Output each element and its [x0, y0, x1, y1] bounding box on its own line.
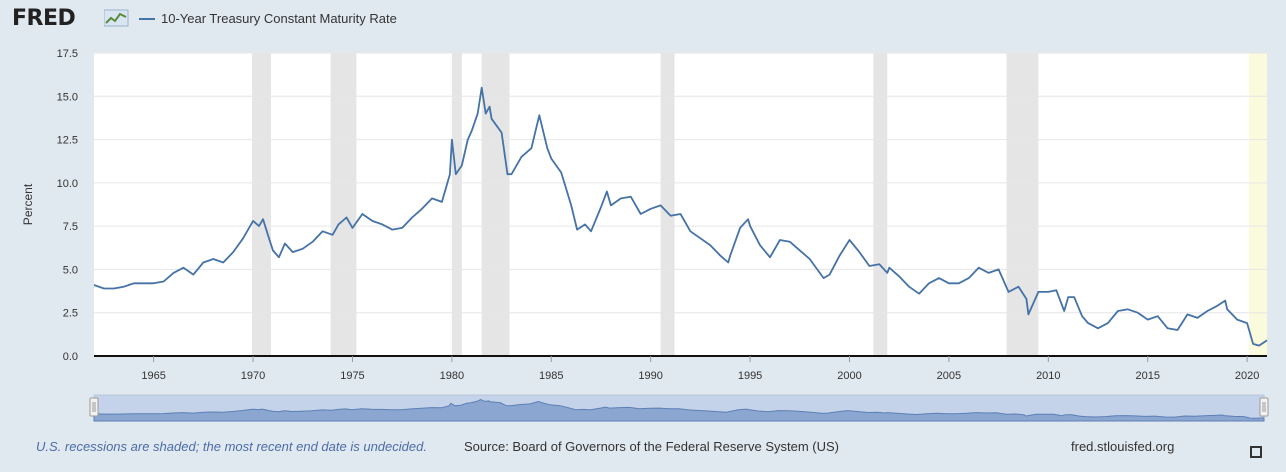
recession-band [481, 53, 510, 356]
navigator-handle-left[interactable] [89, 397, 99, 417]
x-tick-label: 2020 [1235, 370, 1259, 382]
recession-band [252, 53, 271, 356]
y-tick-label: 0.0 [63, 351, 78, 363]
y-tick-label: 12.5 [57, 135, 78, 147]
plot-area [94, 53, 1267, 356]
recession-band [330, 53, 357, 356]
y-tick-label: 7.5 [63, 221, 78, 233]
x-tick-label: 1975 [340, 370, 364, 382]
recession-band [873, 53, 888, 356]
recession-band [451, 53, 462, 356]
legend-line-swatch [139, 17, 155, 20]
y-tick-label: 17.5 [57, 48, 78, 60]
y-tick-label: 2.5 [63, 308, 78, 320]
y-tick-label: 10.0 [57, 178, 78, 190]
x-tick-label: 2005 [937, 370, 961, 382]
x-tick-label: 2015 [1135, 370, 1159, 382]
source-note: Source: Board of Governors of the Federa… [464, 439, 839, 454]
x-tick-label: 1990 [638, 370, 662, 382]
navigator-series [93, 398, 1265, 422]
x-tick-label: 1970 [241, 370, 265, 382]
recession-band [1006, 53, 1039, 356]
site-url[interactable]: fred.stlouisfed.org [1071, 439, 1175, 454]
legend-series-label: 10-Year Treasury Constant Maturity Rate [161, 11, 397, 26]
fred-logo[interactable]: FRED [12, 6, 76, 31]
recession-band-undecided [1249, 53, 1267, 356]
series-line [93, 86, 1268, 347]
x-tick-label: 1985 [539, 370, 563, 382]
recession-band [660, 53, 675, 356]
y-axis-label: Percent [21, 183, 35, 225]
fred-chart-logo-icon [104, 9, 129, 27]
x-tick-label: 2000 [837, 370, 861, 382]
navigator-handle-right[interactable] [1259, 397, 1269, 417]
x-tick-label: 1965 [141, 370, 165, 382]
chart-legend[interactable]: 10-Year Treasury Constant Maturity Rate [139, 11, 397, 26]
y-tick-label: 15.0 [57, 91, 78, 103]
x-tick-label: 1995 [738, 370, 762, 382]
x-tick-label: 2010 [1036, 370, 1060, 382]
x-tick-label: 1980 [440, 370, 464, 382]
recession-note: U.S. recessions are shaded; the most rec… [36, 439, 427, 454]
fullscreen-icon[interactable] [1250, 446, 1262, 458]
y-tick-label: 5.0 [63, 264, 78, 276]
